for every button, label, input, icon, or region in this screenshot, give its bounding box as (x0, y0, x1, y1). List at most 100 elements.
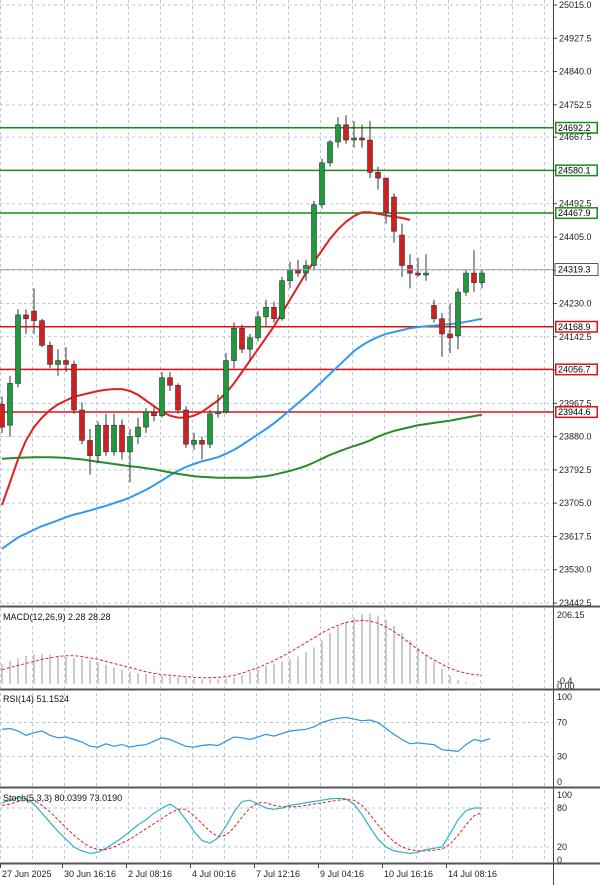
macd-tick-label: -0.4 (557, 676, 573, 686)
sr-badge-inner (556, 208, 597, 218)
sr-badge-label: 24168.9 (558, 322, 591, 332)
candle (431, 299, 437, 323)
candle-body (127, 436, 133, 453)
y-tick-label: 23530.0 (559, 565, 592, 575)
panel-separators (0, 605, 600, 865)
rsi-gridlines (0, 693, 553, 786)
candle-body (87, 440, 93, 456)
y-tick-label: 23617.5 (559, 531, 592, 541)
rsi-panel[interactable]: 100 70 30 0 RSI(14) 51.1524 (0, 692, 572, 787)
candle (15, 309, 21, 388)
candle-body (167, 377, 173, 386)
candle (471, 250, 477, 293)
candle (199, 436, 205, 460)
candle-body (71, 364, 77, 411)
moving-average-line (1, 413, 483, 479)
candle (279, 276, 285, 321)
stoch-gridlines (0, 790, 553, 862)
candle (255, 311, 261, 342)
stoch-lines (1, 796, 483, 855)
candle-body (135, 426, 141, 437)
candle-body (15, 314, 21, 384)
stoch-panel[interactable]: 100 80 20 0 Stoch(5,3,3) 80.0399 73.0190 (0, 790, 572, 865)
candle-body (63, 360, 69, 365)
candle-body (463, 272, 469, 293)
moving-average-line (1, 317, 483, 550)
stoch-label: Stoch(5,3,3) 80.0399 73.0190 (3, 793, 122, 803)
macd-label: MACD(12,26,9) 2.28 28.28 (3, 612, 111, 622)
x-tick-label: 9 Jul 04:16 (320, 869, 364, 879)
macd-axis: 206.15 0.00-0.4 (557, 610, 585, 691)
rsi-tick-label: 100 (557, 692, 572, 702)
support-resistance-badges: 24692.2 24580.1 24467.9 24168.9 24056.7 23944… (555, 121, 598, 419)
candle-body (215, 411, 221, 415)
y-tick-label: 23792.5 (559, 465, 592, 475)
y-tick-label: 24230.0 (559, 299, 592, 309)
candle (415, 257, 421, 277)
stoch-tick-label: 20 (557, 842, 567, 852)
candle-body (223, 360, 229, 413)
candle (39, 318, 45, 348)
y-tick-label: 24927.5 (559, 33, 592, 43)
candle (391, 193, 397, 243)
current-price-box (554, 263, 599, 276)
candle (359, 124, 365, 148)
candle-body (207, 413, 213, 445)
rsi-axis: 100 70 30 0 (557, 692, 572, 787)
candle (263, 299, 269, 327)
y-tick-label: 23442.5 (559, 598, 592, 608)
candle-body (279, 280, 285, 320)
candle-body (375, 172, 381, 179)
candle-body (415, 272, 421, 276)
candle-body (255, 316, 261, 339)
candle-body (479, 272, 485, 283)
stoch-tick-label: 100 (557, 790, 572, 800)
moving-average-lines (1, 211, 483, 550)
x-tick-label: 14 Jul 08:16 (448, 869, 497, 879)
candle (447, 303, 453, 353)
sr-badge-inner (556, 364, 597, 374)
candle-body (359, 137, 365, 141)
candle-body (0, 404, 5, 428)
candle (127, 429, 133, 483)
candle (95, 421, 101, 464)
time-axis: 27 Jun 2025 30 Jun 16:16 2 Jul 08:16 4 Jul … (0, 864, 497, 879)
y-tick-label: 24667.5 (559, 132, 592, 142)
candle (143, 408, 149, 433)
candle-body (183, 409, 189, 445)
candle-body (39, 320, 45, 346)
candle-body (103, 424, 109, 453)
candle-body (311, 204, 317, 266)
candle (103, 413, 109, 456)
stoch-main-line (1, 796, 482, 855)
y-tick-label: 23880.0 (559, 432, 592, 442)
x-tick-label: 30 Jun 16:16 (64, 869, 116, 879)
candle-body (231, 327, 237, 361)
candle (239, 324, 245, 353)
candle (23, 309, 29, 334)
candle (351, 120, 357, 148)
macd-tick-label: 0.00 (557, 681, 575, 691)
candle-body (143, 411, 149, 428)
rsi-tick-label: 0 (557, 777, 562, 787)
candle (215, 394, 221, 418)
macd-panel[interactable]: 206.15 0.00-0.4 MACD(12,26,9) 2.28 28.28 (0, 608, 585, 691)
candle (423, 254, 429, 281)
candle (191, 432, 197, 450)
candle (135, 417, 141, 445)
candle-body (23, 314, 29, 320)
x-tick-label: 10 Jul 16:16 (384, 869, 433, 879)
support-resistance-lines (0, 127, 553, 413)
candle-body (7, 383, 13, 426)
candle-body (151, 411, 157, 417)
candle (327, 140, 333, 167)
candle (247, 333, 253, 361)
candle-body (263, 307, 269, 318)
candlestick-series (0, 115, 485, 483)
sr-badge-label: 24056.7 (558, 364, 591, 374)
sr-badge-label: 24467.9 (558, 208, 591, 218)
candle (79, 402, 85, 445)
macd-signal-line (1, 619, 483, 679)
